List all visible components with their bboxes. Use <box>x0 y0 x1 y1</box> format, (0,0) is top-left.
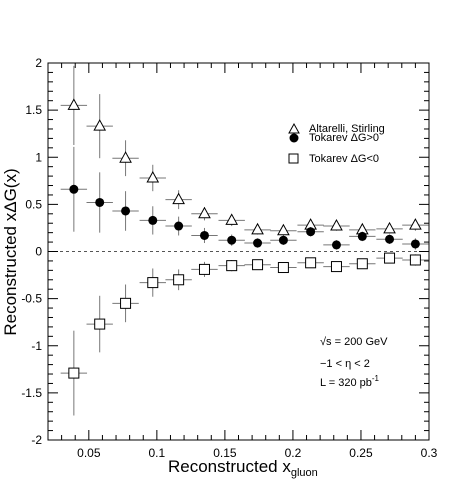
data-point-triangle <box>146 170 160 183</box>
data-point-triangle <box>198 206 211 219</box>
legend-marker-tokarev-neg <box>288 153 299 164</box>
data-point-square <box>147 277 159 289</box>
data-point-triangle <box>383 221 396 234</box>
data-point-square <box>68 367 80 379</box>
data-point-circle <box>174 221 184 231</box>
data-point-circle <box>357 231 367 241</box>
data-point-square <box>120 297 132 309</box>
y-axis-title: Reconstructed xΔG(x) <box>1 168 20 335</box>
data-point-circle <box>121 206 131 216</box>
y-axis-ticks: -2 -1.5 -1 -0.5 0 0.5 1 1.5 2 <box>21 56 429 447</box>
series-layer <box>60 65 429 416</box>
y-tick-label: 0.5 <box>25 197 42 211</box>
x-axis-title: Reconstructed xgluon <box>168 457 318 479</box>
data-point-triangle <box>330 219 343 231</box>
annotation-sqrt-s: √s = 200 GeV <box>320 336 388 348</box>
legend-label-altarelli: Altarelli, Stirling <box>309 123 385 135</box>
x-tick-label: 0.1 <box>149 446 166 460</box>
data-point-square <box>409 254 421 266</box>
y-tick-label: -1.5 <box>21 386 42 400</box>
x-axis-title-sub: gluon <box>291 467 318 479</box>
series-altarelli <box>60 65 429 236</box>
data-point-triangle <box>251 222 264 235</box>
legend: Altarelli, Stirling Tokarev ΔG>0 Tokarev… <box>288 122 385 165</box>
y-tick-label: 2 <box>35 56 42 70</box>
x-tick-label: 0.15 <box>213 446 237 460</box>
data-point-square <box>330 261 342 273</box>
x-axis-title-main: Reconstructed x <box>168 457 291 476</box>
x-tick-label: 0.2 <box>285 446 302 460</box>
data-point-circle <box>306 227 316 237</box>
series-tokarev-pos <box>60 146 429 250</box>
data-point-circle <box>148 215 158 225</box>
x-axis-ticks: 0.05 0.1 0.15 0.2 0.25 0.3 <box>47 63 438 460</box>
data-point-square <box>226 260 238 272</box>
data-point-triangle <box>225 213 239 225</box>
data-point-circle <box>95 197 105 207</box>
data-point-square <box>384 252 396 264</box>
legend-label-tokarev-neg: Tokarev ΔG<0 <box>309 153 379 165</box>
legend-marker-tokarev-pos <box>289 133 299 143</box>
x-tick-label: 0.3 <box>421 446 438 460</box>
y-tick-label: 0 <box>35 245 42 259</box>
data-point-triangle <box>409 218 422 230</box>
y-tick-label: -0.5 <box>21 292 42 306</box>
data-point-square <box>305 257 317 269</box>
annotation-luminosity-exp: -1 <box>372 374 380 383</box>
data-point-square <box>356 258 368 270</box>
y-tick-label: 1.5 <box>25 103 42 117</box>
data-point-square <box>277 262 289 274</box>
data-point-circle <box>69 184 79 194</box>
data-point-triangle <box>93 119 107 131</box>
x-tick-label: 0.05 <box>77 446 101 460</box>
y-tick-label: -2 <box>31 433 42 447</box>
y-tick-label: 1 <box>35 150 42 164</box>
data-point-triangle <box>172 192 185 205</box>
data-point-circle <box>253 238 263 248</box>
series-tokarev-neg <box>60 252 429 416</box>
legend-label-tokarev-pos: Tokarev ΔG>0 <box>309 132 379 144</box>
data-point-square <box>198 263 210 275</box>
annotation-luminosity-main: L = 320 pb <box>320 377 372 389</box>
data-point-triangle <box>67 98 81 110</box>
data-point-square <box>173 274 185 286</box>
y-tick-label: -1 <box>31 339 42 353</box>
data-point-circle <box>410 239 420 249</box>
data-point-circle <box>278 235 288 245</box>
legend-marker-altarelli <box>288 122 300 134</box>
data-point-square <box>94 318 106 330</box>
data-point-circle <box>385 234 395 244</box>
data-point-circle <box>227 235 237 245</box>
data-point-triangle <box>277 223 290 236</box>
annotation-luminosity: L = 320 pb-1 <box>320 374 380 389</box>
data-point-square <box>252 259 264 271</box>
data-point-triangle <box>119 151 132 163</box>
annotation-eta-range: −1 < η < 2 <box>320 358 370 370</box>
x-tick-label: 0.25 <box>349 446 373 460</box>
annotations: √s = 200 GeV −1 < η < 2 L = 320 pb-1 <box>320 336 388 389</box>
data-point-circle <box>199 230 209 240</box>
data-point-circle <box>331 240 341 250</box>
